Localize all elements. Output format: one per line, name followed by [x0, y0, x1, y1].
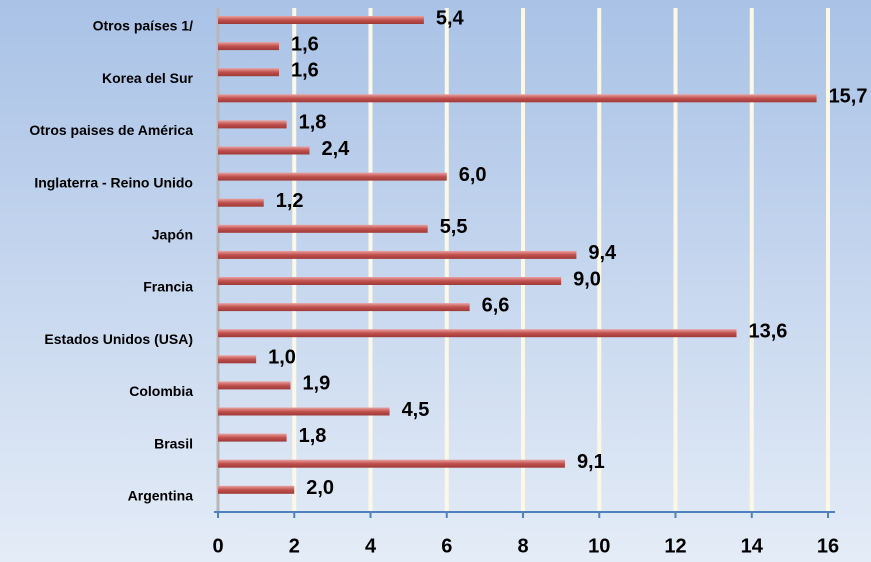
bar [218, 277, 562, 285]
value-label: 1,2 [276, 190, 304, 212]
y-tick-label: Korea del Sur [102, 70, 194, 86]
x-tick-label: 4 [365, 535, 377, 557]
bar [218, 68, 279, 77]
x-tick-label: 0 [212, 535, 223, 557]
y-tick-label: Japón [152, 227, 193, 243]
bar [218, 459, 565, 468]
value-label: 1,6 [291, 33, 319, 55]
value-label: 6,6 [482, 294, 510, 316]
bar [218, 146, 310, 155]
bar [218, 94, 817, 103]
value-label: 4,5 [402, 399, 430, 421]
y-tick-label: Argentina [128, 488, 194, 504]
y-tick-label: Otros países 1/ [93, 18, 193, 34]
bar [218, 198, 264, 207]
x-tick-label: 10 [588, 535, 610, 557]
bar [218, 303, 470, 312]
y-tick-label: Francia [143, 279, 193, 295]
bar [218, 433, 287, 442]
value-label: 9,0 [573, 268, 601, 290]
x-tick-label: 16 [817, 535, 839, 557]
bar [218, 172, 447, 181]
bar [218, 120, 287, 129]
x-tick-label: 8 [517, 535, 528, 557]
y-tick-label: Estados Unidos (USA) [44, 331, 193, 347]
value-label: 5,5 [440, 216, 468, 238]
x-tick-label: 2 [289, 535, 300, 557]
value-label: 2,0 [306, 477, 334, 499]
value-label: 9,1 [577, 451, 605, 473]
value-label: 13,6 [749, 320, 788, 342]
x-tick-label: 6 [441, 535, 452, 557]
bar [218, 16, 424, 24]
x-tick-label: 14 [741, 535, 764, 557]
value-label: 15,7 [829, 86, 868, 108]
y-tick-label: Otros paises de América [29, 122, 193, 138]
bar [218, 381, 291, 390]
value-label: 1,8 [299, 425, 327, 447]
bar [218, 42, 279, 51]
bar [218, 329, 737, 338]
bar [218, 224, 428, 233]
value-label: 6,0 [459, 164, 487, 186]
y-tick-label: Colombia [129, 383, 193, 399]
y-tick-label: Inglaterra - Reino Unido [34, 174, 193, 190]
bar [218, 485, 295, 494]
x-tick-label: 12 [664, 535, 686, 557]
value-label: 1,8 [299, 112, 327, 134]
value-label: 1,0 [268, 347, 296, 369]
value-label: 2,4 [322, 138, 351, 160]
bar [218, 250, 577, 259]
y-tick-label: Brasil [154, 435, 193, 451]
value-label: 1,9 [302, 373, 330, 395]
bar [218, 355, 257, 364]
value-label: 9,4 [588, 242, 617, 264]
value-label: 5,4 [436, 7, 465, 29]
value-label: 1,6 [291, 59, 319, 81]
bar [218, 407, 390, 416]
